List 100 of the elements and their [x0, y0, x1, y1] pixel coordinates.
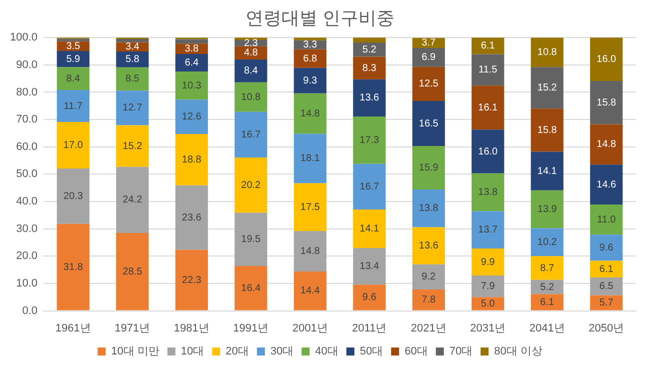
- y-tick-label: 0.0: [22, 304, 38, 317]
- bar: [353, 56, 386, 80]
- bar: [294, 271, 326, 310]
- data-label: 6.5: [599, 281, 614, 292]
- legend-label: 80대 이상: [494, 346, 542, 358]
- data-label: 6.1: [540, 296, 555, 308]
- bar: [175, 54, 208, 72]
- bar: [294, 38, 326, 40]
- bar: [590, 124, 623, 165]
- data-label: 7.9: [480, 281, 496, 292]
- x-tick-label: 1961년: [55, 322, 91, 334]
- data-label: 14.6: [596, 179, 617, 190]
- y-tick-label: 40.0: [16, 196, 38, 208]
- bar: [590, 277, 623, 296]
- bar: [116, 90, 149, 126]
- data-label: 16.1: [478, 102, 498, 114]
- legend-label: 70대: [449, 346, 473, 358]
- bar: [412, 264, 445, 290]
- data-label: 15.2: [537, 82, 558, 94]
- bar: [294, 68, 326, 94]
- bar: [353, 38, 386, 43]
- bar: [294, 93, 326, 134]
- data-label: 11.0: [597, 214, 616, 226]
- data-label: 28.5: [122, 266, 143, 278]
- data-label: 17.0: [63, 140, 84, 151]
- data-label: 3.3: [303, 40, 318, 51]
- bar: [56, 38, 90, 42]
- bar: [56, 50, 90, 68]
- data-label: 3.7: [422, 38, 436, 49]
- x-tick-label: 2011년: [352, 322, 387, 334]
- bar: [590, 204, 623, 235]
- data-label: 6.4: [184, 57, 200, 68]
- data-label: 9.9: [480, 256, 496, 268]
- data-label: 14.8: [300, 246, 320, 257]
- data-label: 5.2: [540, 282, 555, 293]
- data-label: 9.3: [303, 75, 318, 86]
- data-label: 15.2: [122, 140, 143, 152]
- data-label: 2.3: [244, 38, 258, 49]
- bar: [294, 134, 326, 184]
- bar: [530, 190, 564, 228]
- y-tick-label: 80.0: [16, 86, 38, 98]
- data-label: 6.1: [480, 40, 496, 52]
- bar: [412, 48, 445, 67]
- legend-label: 10대 미만: [111, 346, 160, 358]
- bar: [590, 295, 623, 310]
- data-label: 24.2: [122, 194, 143, 206]
- data-label: 3.5: [66, 40, 81, 52]
- y-tick-label: 60.0: [16, 140, 38, 153]
- data-label: 14.1: [360, 223, 380, 234]
- x-tick-label: 1971년: [114, 322, 150, 334]
- bar: [472, 38, 504, 54]
- data-label: 14.8: [596, 139, 617, 150]
- data-label: 13.8: [478, 186, 498, 198]
- bar: [353, 116, 386, 164]
- bar: [590, 81, 623, 124]
- bar: [472, 173, 504, 212]
- data-label: 9.6: [599, 242, 614, 254]
- bar: [530, 256, 564, 280]
- bar: [56, 168, 90, 224]
- data-label: 5.8: [125, 54, 140, 66]
- data-label: 5.7: [599, 298, 614, 309]
- bar: [590, 234, 623, 261]
- data-label: 8.5: [125, 74, 140, 85]
- x-tick-label: 2031년: [470, 322, 506, 334]
- bar: [234, 59, 268, 82]
- data-label: 8.7: [540, 262, 555, 274]
- data-label: 10.3: [182, 80, 202, 92]
- bar: [472, 248, 504, 276]
- data-label: 10.8: [537, 47, 558, 58]
- data-label: 16.4: [241, 282, 262, 294]
- y-tick-label: 10.0: [16, 278, 38, 290]
- bar: [353, 79, 386, 117]
- data-label: 16.7: [241, 129, 262, 140]
- data-label: 4.8: [244, 48, 258, 59]
- bar: [353, 248, 386, 285]
- bar: [234, 112, 268, 158]
- bar: [590, 164, 623, 205]
- data-label: 3.8: [184, 44, 200, 55]
- data-label: 16.0: [596, 54, 617, 65]
- bar: [530, 38, 564, 68]
- data-label: 13.6: [418, 240, 439, 252]
- legend-label: 20대: [226, 346, 249, 358]
- y-tick-label: 70.0: [16, 114, 38, 126]
- data-label: 10.8: [241, 92, 262, 103]
- bar: [294, 183, 326, 232]
- bar: [412, 289, 445, 310]
- x-tick-label: 2050년: [588, 322, 624, 334]
- data-label: 12.5: [418, 78, 439, 90]
- data-label: 6.9: [422, 52, 436, 64]
- chart-title: 연령대별 인구비중: [245, 8, 395, 28]
- x-tick-label: 2001년: [292, 322, 328, 334]
- bar: [56, 122, 90, 168]
- y-tick-label: 30.0: [16, 222, 38, 235]
- x-tick-label: 2041년: [529, 322, 565, 334]
- bar: [116, 125, 149, 167]
- bar: [590, 260, 623, 278]
- y-tick-label: 20.0: [16, 250, 38, 262]
- data-label: 11.7: [64, 100, 83, 112]
- data-label: 23.6: [182, 212, 202, 224]
- data-label: 20.2: [241, 180, 262, 191]
